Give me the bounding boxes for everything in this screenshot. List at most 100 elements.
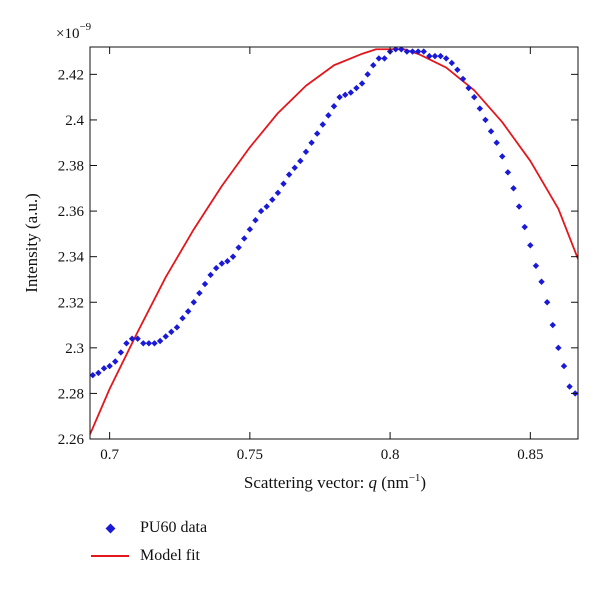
data-point — [381, 55, 388, 62]
data-point — [224, 258, 231, 265]
x-tick-label: 0.7 — [100, 447, 119, 463]
data-point — [487, 128, 495, 135]
x-tick-label: 0.75 — [237, 447, 263, 463]
data-point — [493, 139, 500, 146]
data-point — [252, 217, 259, 224]
data-point — [241, 235, 248, 242]
data-point — [173, 324, 181, 331]
data-point — [112, 358, 119, 365]
data-point — [392, 47, 399, 53]
data-point — [330, 103, 338, 110]
data-point — [476, 105, 484, 112]
data-point — [342, 91, 349, 99]
data-point — [308, 139, 315, 146]
data-point — [95, 369, 102, 377]
data-point — [162, 333, 169, 340]
data-point — [521, 223, 528, 231]
diamond-marker-icon — [105, 523, 115, 533]
data-point — [263, 203, 270, 210]
data-point — [257, 207, 265, 215]
legend: PU60 data Model fit — [90, 517, 207, 573]
data-point — [325, 112, 332, 119]
data-point — [527, 242, 534, 249]
model-fit-line — [90, 48, 578, 435]
data-point — [302, 148, 310, 156]
data-point — [106, 362, 113, 370]
y-tick-label: 2.4 — [65, 113, 84, 129]
data-point — [414, 48, 422, 55]
data-point — [499, 153, 506, 160]
data-point — [168, 328, 175, 336]
data-point — [510, 185, 517, 192]
data-point — [246, 226, 254, 233]
y-multiplier-exponent: −9 — [79, 21, 91, 33]
data-point — [207, 271, 214, 279]
data-point — [274, 189, 282, 197]
data-point — [555, 344, 562, 352]
legend-label-data: PU60 data — [140, 519, 208, 536]
data-point — [353, 84, 360, 92]
data-point — [313, 130, 321, 137]
data-point — [151, 340, 158, 347]
data-point — [442, 55, 450, 62]
data-point — [398, 47, 405, 53]
data-point — [291, 164, 298, 171]
y-tick-label: 2.34 — [58, 250, 85, 266]
data-point — [538, 278, 545, 285]
data-point — [269, 196, 276, 203]
y-tick-label: 2.28 — [58, 386, 84, 402]
y-tick-label: 2.32 — [58, 295, 84, 311]
data-point — [285, 171, 293, 178]
plot-frame — [89, 46, 579, 440]
y-multiplier: ×10−9 — [56, 21, 92, 42]
data-point — [409, 48, 416, 55]
legend-item-data: PU60 data — [90, 517, 207, 539]
y-tick-label: 2.38 — [58, 159, 84, 175]
data-point — [566, 383, 573, 390]
y-tick-label: 2.36 — [58, 204, 85, 220]
data-point — [117, 349, 125, 356]
data-point — [465, 84, 472, 92]
y-tick-label: 2.42 — [58, 67, 84, 83]
data-point — [504, 169, 512, 176]
data-point — [184, 308, 192, 315]
data-point — [482, 116, 489, 124]
data-point — [560, 362, 568, 370]
data-point — [471, 93, 478, 101]
data-point — [336, 93, 343, 101]
data-point — [549, 321, 556, 329]
data-point — [459, 75, 467, 83]
data-point — [532, 262, 540, 269]
data-point — [196, 289, 203, 297]
y-tick-label: 2.3 — [65, 341, 84, 357]
data-point — [543, 299, 551, 306]
data-point — [100, 365, 108, 372]
x-axis-label: Scattering vector: q (nm−1) — [244, 472, 426, 492]
data-point — [229, 253, 237, 260]
data-point — [426, 52, 433, 60]
data-point — [319, 121, 326, 128]
data-point — [128, 335, 136, 342]
data-point — [145, 340, 153, 347]
data-point — [347, 89, 355, 96]
data-point — [454, 66, 461, 73]
data-point — [403, 48, 411, 55]
data-point — [134, 335, 141, 342]
line-marker-icon — [91, 555, 129, 557]
data-point — [235, 244, 242, 251]
data-point — [156, 337, 164, 345]
data-point — [213, 264, 220, 272]
x-tick-label: 0.8 — [381, 447, 400, 463]
legend-item-fit: Model fit — [90, 545, 207, 567]
data-point — [123, 340, 130, 347]
data-point — [297, 157, 304, 165]
data-point — [140, 340, 147, 347]
data-point — [179, 315, 186, 322]
data-point — [358, 80, 366, 87]
data-point — [437, 52, 444, 60]
data-point — [420, 48, 427, 55]
y-axis-label: Intensity (a.u.) — [22, 193, 41, 293]
data-point — [201, 280, 209, 288]
legend-label-fit: Model fit — [140, 547, 200, 564]
